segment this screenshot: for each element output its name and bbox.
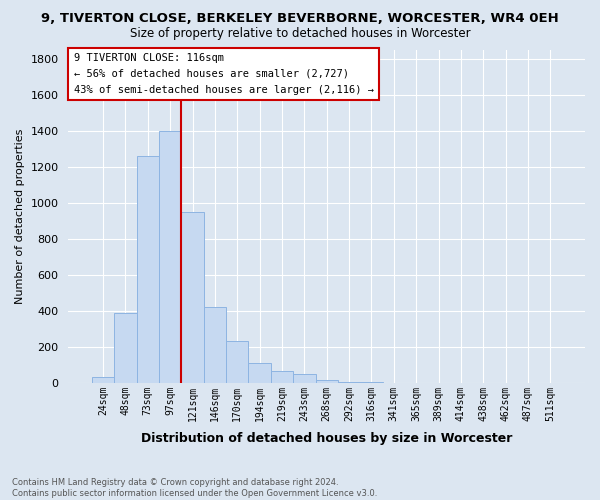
Bar — [360, 382, 383, 383]
Bar — [137, 156, 159, 383]
Bar — [181, 212, 204, 383]
Bar — [204, 308, 226, 383]
X-axis label: Distribution of detached houses by size in Worcester: Distribution of detached houses by size … — [141, 432, 512, 445]
Y-axis label: Number of detached properties: Number of detached properties — [15, 128, 25, 304]
Bar — [114, 312, 137, 383]
Text: Contains HM Land Registry data © Crown copyright and database right 2024.
Contai: Contains HM Land Registry data © Crown c… — [12, 478, 377, 498]
Text: Size of property relative to detached houses in Worcester: Size of property relative to detached ho… — [130, 28, 470, 40]
Bar — [338, 382, 360, 383]
Bar — [159, 131, 181, 383]
Bar — [293, 374, 316, 383]
Bar — [248, 363, 271, 383]
Text: 9 TIVERTON CLOSE: 116sqm
← 56% of detached houses are smaller (2,727)
43% of sem: 9 TIVERTON CLOSE: 116sqm ← 56% of detach… — [74, 54, 374, 94]
Bar — [92, 378, 114, 383]
Text: 9, TIVERTON CLOSE, BERKELEY BEVERBORNE, WORCESTER, WR4 0EH: 9, TIVERTON CLOSE, BERKELEY BEVERBORNE, … — [41, 12, 559, 26]
Bar — [226, 340, 248, 383]
Bar — [316, 380, 338, 383]
Bar — [271, 371, 293, 383]
